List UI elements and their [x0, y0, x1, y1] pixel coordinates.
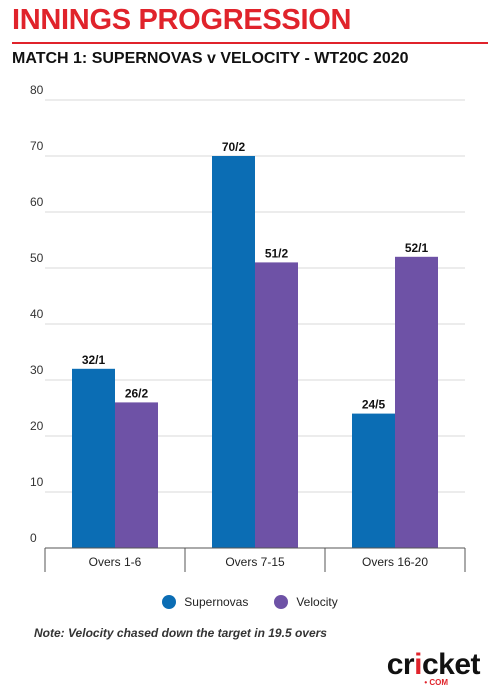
- y-tick-label: 20: [30, 419, 44, 433]
- data-label-supernovas: 32/1: [82, 353, 106, 367]
- x-tick-label: Overs 16-20: [362, 555, 428, 569]
- x-tick-label: Overs 1-6: [89, 555, 142, 569]
- data-labels: 32/1 26/2 70/2 51/2 24/5 52/1: [82, 140, 429, 412]
- legend-item-supernovas: Supernovas: [162, 595, 248, 609]
- legend-item-velocity: Velocity: [274, 595, 338, 609]
- legend-label-supernovas: Supernovas: [184, 595, 249, 609]
- bar-velocity: [395, 256, 438, 548]
- y-tick-label: 30: [30, 363, 44, 377]
- y-tick-label: 10: [30, 475, 44, 489]
- data-label-velocity: 51/2: [265, 246, 289, 260]
- bar-supernovas: [212, 156, 255, 548]
- legend: Supernovas Velocity: [0, 595, 500, 609]
- logo-com-text: • COM: [424, 678, 448, 687]
- bar-supernovas: [72, 368, 115, 548]
- y-tick-label: 0: [30, 531, 37, 545]
- x-tick-label: Overs 7-15: [225, 555, 285, 569]
- y-tick-label: 40: [30, 307, 44, 321]
- cricket-com-logo: cricket • COM: [370, 648, 481, 688]
- chart-subtitle: MATCH 1: SUPERNOVAS v VELOCITY - WT20C 2…: [12, 50, 409, 67]
- logo-wordmark: cricket: [386, 648, 481, 681]
- data-label-supernovas: 24/5: [362, 398, 386, 412]
- data-label-velocity: 52/1: [405, 241, 429, 255]
- chart-title: INNINGS PROGRESSION: [12, 4, 352, 36]
- data-label-supernovas: 70/2: [222, 140, 246, 154]
- legend-swatch-velocity: [274, 595, 289, 609]
- x-axis: Overs 1-6 Overs 7-15 Overs 16-20: [44, 547, 466, 572]
- y-tick-label: 80: [30, 83, 44, 97]
- legend-swatch-supernovas: [162, 595, 177, 609]
- bars: [72, 156, 438, 548]
- bar-velocity: [255, 262, 298, 548]
- data-label-velocity: 26/2: [125, 386, 149, 400]
- y-tick-label: 50: [30, 251, 44, 265]
- y-tick-label: 60: [30, 195, 44, 209]
- legend-label-velocity: Velocity: [296, 595, 338, 609]
- y-axis-ticks: 0 10 20 30 40 50 60 70 80: [30, 83, 44, 545]
- footnote: Note: Velocity chased down the target in…: [34, 626, 327, 640]
- y-tick-label: 70: [30, 139, 44, 153]
- bar-velocity: [115, 402, 158, 548]
- bar-supernovas: [352, 413, 395, 548]
- title-underline: [12, 42, 488, 44]
